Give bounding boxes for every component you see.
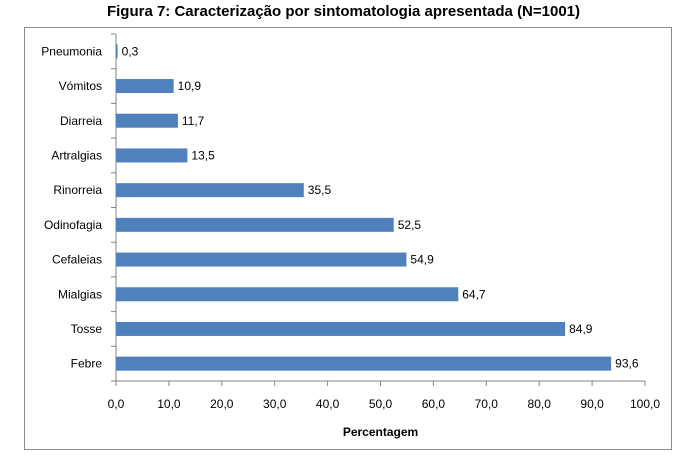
data-label: 10,9 [178,79,202,93]
bar [116,148,188,163]
bar [116,287,459,302]
data-label: 64,7 [462,287,486,301]
category-label: Vómitos [59,79,102,93]
category-label: Tosse [71,322,103,336]
data-label: 0,3 [122,44,139,58]
category-label: Diarreia [60,114,102,128]
data-label: 54,9 [410,253,434,267]
bar [116,44,118,59]
category-label: Rinorreia [53,183,102,197]
x-tick-label: 40,0 [316,397,340,411]
x-tick-label: 100,0 [630,397,660,411]
data-label: 35,5 [308,183,332,197]
category-label: Mialgias [58,287,102,301]
x-axis-title: Percentagem [343,425,418,439]
bar [116,252,407,267]
x-tick-label: 10,0 [157,397,181,411]
x-tick-label: 30,0 [263,397,287,411]
chart-title: Figura 7: Caracterização por sintomatolo… [106,3,581,20]
x-tick-label: 60,0 [422,397,446,411]
x-tick-label: 90,0 [580,397,604,411]
category-label: Odinofagia [44,218,102,232]
category-label: Pneumonia [41,44,102,58]
x-tick-label: 70,0 [475,397,499,411]
bar [116,356,612,371]
data-label: 84,9 [569,322,593,336]
data-label: 52,5 [398,218,422,232]
bar [116,79,174,94]
data-label: 13,5 [191,148,215,162]
chart-frame [24,27,672,450]
x-tick-label: 50,0 [369,397,393,411]
bar [116,113,178,128]
bar [116,217,394,232]
category-label: Artralgias [51,148,102,162]
bar [116,321,566,336]
data-label: 93,6 [615,357,639,371]
category-label: Cefaleias [52,253,102,267]
data-label: 11,7 [182,114,205,128]
x-tick-label: 80,0 [528,397,552,411]
x-tick-label: 0,0 [108,397,125,411]
bar [116,183,304,198]
x-tick-label: 20,0 [210,397,234,411]
category-label: Febre [71,357,103,371]
